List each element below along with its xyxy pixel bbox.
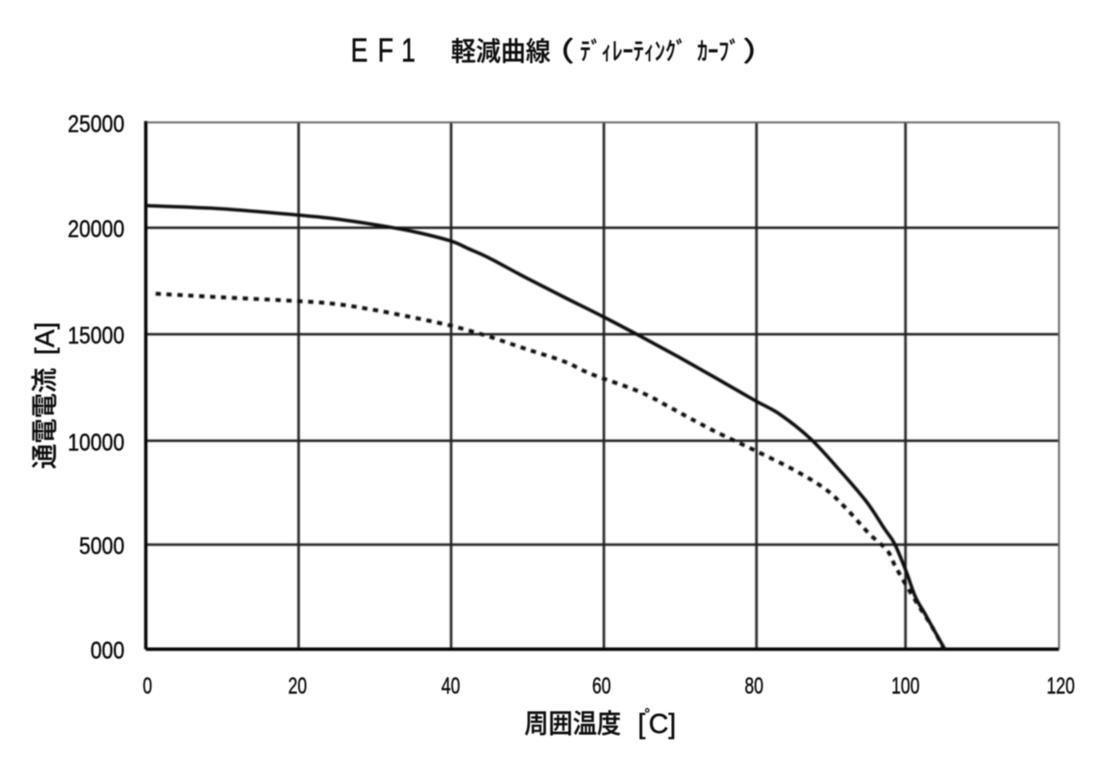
svg-text:20: 20 [288,673,307,699]
svg-text:10000: 10000 [68,429,125,456]
svg-text:25000: 25000 [68,110,125,137]
svg-text:5000: 5000 [79,533,124,560]
svg-text:E: E [351,33,368,70]
svg-text:0: 0 [143,673,152,699]
svg-text:[: [ [638,708,646,739]
svg-text:C: C [649,708,669,739]
svg-text:80: 80 [745,673,764,699]
svg-text:100: 100 [891,673,919,699]
svg-text:60: 60 [592,673,611,699]
svg-text:]: ] [668,708,676,739]
svg-text:40: 40 [441,673,460,699]
svg-text:F: F [378,33,394,70]
svg-text:120: 120 [1047,673,1075,699]
svg-text:[A]: [A] [30,322,60,355]
svg-text:20000: 20000 [68,216,125,243]
svg-text:000: 000 [90,637,124,664]
svg-text:1: 1 [401,33,415,70]
svg-text:15000: 15000 [68,322,125,349]
svg-text:°: ° [644,706,650,723]
